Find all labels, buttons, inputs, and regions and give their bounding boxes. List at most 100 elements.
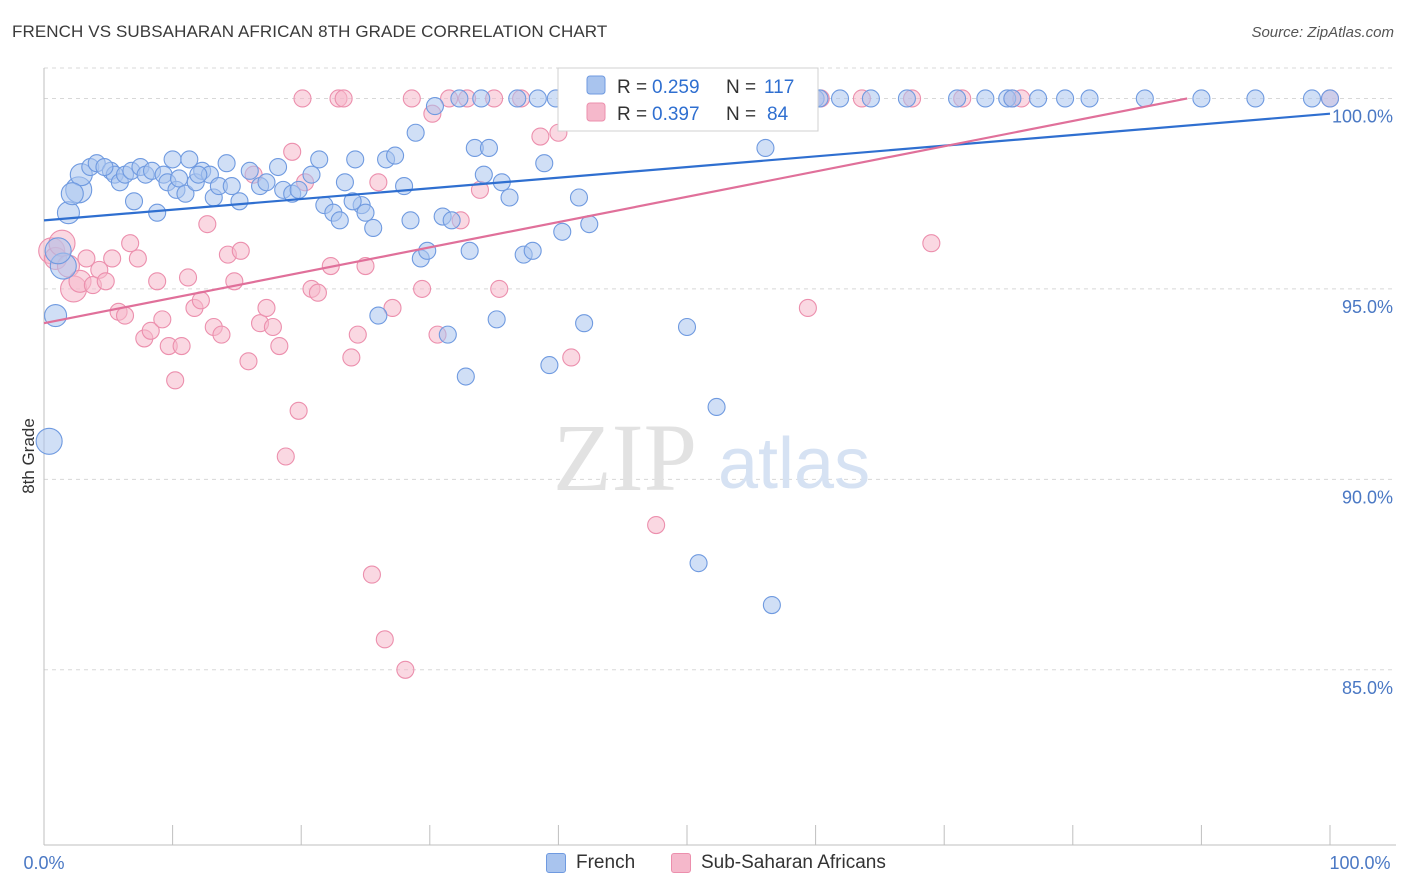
ssa-point [922, 234, 941, 253]
french-r-label: R = [617, 77, 647, 98]
french-point [406, 123, 425, 142]
x-tick-label-max: 100.0% [1329, 853, 1390, 873]
french-point [240, 161, 259, 180]
ssa-point [212, 325, 231, 344]
french-point [707, 397, 726, 417]
legend-item-french[interactable]: French [546, 852, 635, 874]
french-point [401, 211, 420, 230]
french-point [1080, 89, 1099, 108]
ssa-point [77, 249, 96, 268]
ssa-point [562, 348, 581, 367]
ssa-point [413, 279, 432, 298]
french-n-label: N = [726, 77, 756, 98]
french-point [1302, 89, 1322, 108]
ssa-point [239, 352, 258, 371]
ssa-point [178, 268, 198, 287]
ssa-point [153, 310, 172, 329]
french-point [456, 367, 475, 386]
ssa-point [402, 89, 421, 108]
legend-label-french: French [576, 852, 636, 873]
french-trend-line [43, 112, 1331, 222]
french-point [148, 203, 167, 222]
french-point [1135, 89, 1154, 108]
french-point [487, 310, 506, 329]
ssa-point [362, 565, 381, 584]
french-point [523, 241, 542, 260]
watermark-zip: ZIP [553, 404, 697, 511]
french-point [472, 89, 491, 108]
ssa-point [342, 348, 361, 367]
french-point [289, 180, 308, 199]
french-point [346, 150, 365, 169]
french-point [418, 241, 437, 260]
french-point [830, 89, 850, 108]
ssa-legend-swatch [586, 102, 606, 122]
french-point [222, 177, 241, 196]
y-tick-label: 95.0% [1342, 297, 1393, 317]
french-point [257, 173, 276, 192]
french-point [460, 241, 479, 260]
ssa-point [141, 321, 160, 340]
french-point [386, 146, 405, 165]
french-point [163, 150, 182, 169]
french-point [535, 154, 554, 173]
chart-title: FRENCH VS SUBSAHARAN AFRICAN 8TH GRADE C… [12, 22, 608, 41]
french-point [762, 595, 781, 615]
french-legend-swatch [586, 75, 606, 95]
french-point [508, 89, 527, 108]
french-point [1056, 89, 1075, 108]
y-axis-tick-labels: 100.0% 95.0% 90.0% 85.0% [1332, 106, 1393, 697]
french-point [861, 89, 880, 108]
french-point [330, 211, 349, 230]
ssa-n-label: N = [726, 104, 756, 125]
french-point [474, 165, 493, 184]
ssa-point [289, 401, 308, 420]
ssa-point [293, 89, 312, 108]
x-axis-ticks [43, 825, 1331, 845]
ssa-point [121, 234, 140, 253]
french-point [528, 89, 547, 108]
ssa-trend-line [43, 97, 1188, 325]
french-point [442, 211, 461, 230]
french-point [356, 203, 375, 222]
french-point [269, 157, 288, 177]
french-point [60, 182, 84, 206]
french-point [176, 184, 195, 203]
french-point [180, 150, 199, 169]
french-point [310, 150, 329, 169]
ssa-point [383, 298, 402, 318]
ssa-point [103, 249, 122, 268]
french-point [897, 89, 916, 108]
french-point [124, 192, 144, 211]
source-credit: Source: ZipAtlas.com [1251, 24, 1394, 41]
french-swatch [546, 853, 566, 873]
french-point [500, 188, 519, 207]
french-point [1192, 89, 1211, 108]
french-r-value: 0.259 [652, 77, 700, 98]
french-points [35, 89, 1340, 615]
ssa-point [348, 325, 367, 344]
french-n-value: 117 [764, 77, 794, 98]
french-point [1029, 89, 1048, 108]
french-point [689, 554, 708, 573]
ssa-point [96, 272, 115, 291]
french-point [450, 89, 469, 108]
ssa-point [128, 249, 147, 268]
ssa-point [490, 279, 509, 298]
french-point [976, 89, 995, 108]
ssa-point [148, 272, 167, 291]
french-point [364, 218, 383, 238]
ssa-r-value: 0.397 [652, 104, 700, 125]
french-point [425, 97, 444, 116]
french-point [35, 427, 63, 455]
ssa-point [531, 127, 550, 146]
ssa-point [166, 371, 185, 390]
french-point [189, 165, 208, 184]
legend-item-ssa[interactable]: Sub-Saharan Africans [671, 852, 886, 874]
french-point [569, 188, 589, 207]
french-point [230, 192, 249, 211]
french-point [343, 192, 362, 211]
ssa-point [115, 306, 135, 325]
french-point [677, 317, 697, 337]
